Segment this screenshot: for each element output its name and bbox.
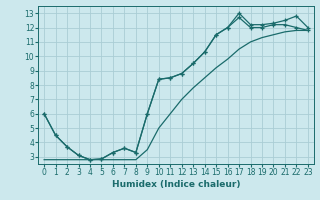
X-axis label: Humidex (Indice chaleur): Humidex (Indice chaleur) [112,180,240,189]
